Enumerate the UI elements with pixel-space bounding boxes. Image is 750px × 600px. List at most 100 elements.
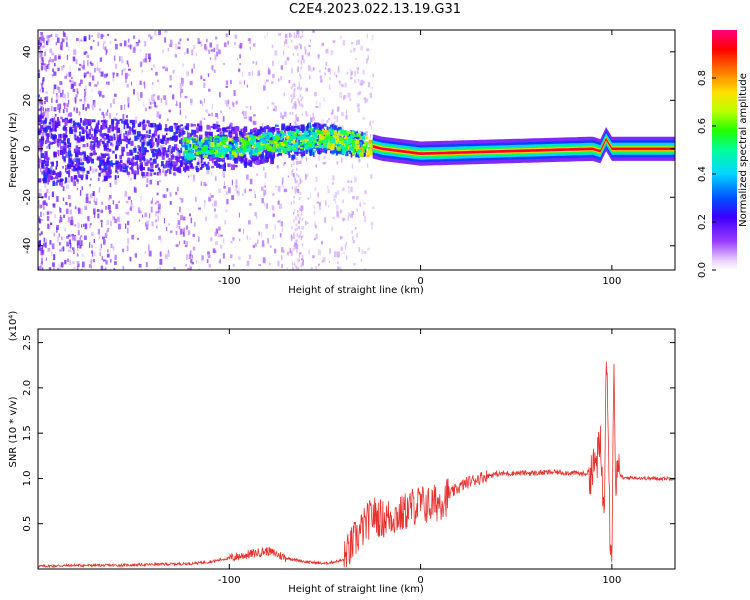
noise-cell [332,182,334,185]
noise-cell [341,157,343,163]
band-cell [177,125,181,128]
band-cell [166,137,170,141]
noise-cell [74,158,76,162]
ridge-blob [332,135,336,138]
noise-cell [356,208,358,212]
noise-cell [215,228,219,234]
band-cell [86,143,89,147]
noise-cell [72,158,74,165]
ridge-blob [323,135,327,141]
noise-cell [84,223,88,230]
colorbar-ticks: 0.00.20.40.60.8 [697,70,716,278]
ridge-blob [342,149,347,155]
noise-cell [110,103,112,108]
band-cell [94,132,97,137]
noise-cell [372,120,375,124]
noise-cell [352,236,354,241]
noise-cell [86,54,90,58]
noise-cell [148,98,150,103]
ridge-blob [184,145,188,150]
noise-cell [40,101,43,105]
noise-cell [186,254,189,260]
noise-cell [351,230,353,234]
noise-cell [93,212,96,218]
noise-cell [356,40,358,46]
band-cell [231,129,236,135]
noise-cell [189,265,191,270]
noise-cell [225,33,229,37]
band-cell [141,171,145,176]
noise-cell [264,182,266,187]
noise-cell [290,33,293,37]
noise-cell [100,265,104,270]
noise-cell [211,112,214,117]
noise-cell [51,243,55,250]
ridge-blob [228,138,233,142]
noise-cell [204,199,206,204]
noise-cell [109,210,111,214]
ridge-blob [228,149,232,153]
noise-cell [145,224,149,230]
band-cell [146,130,148,134]
ridge-blob [339,145,345,150]
noise-cell [307,197,310,200]
noise-cell [271,205,275,211]
band-cell [141,134,146,138]
noise-cell [65,151,68,158]
noise-cell [286,251,289,256]
ridge-blob [195,154,199,157]
noise-cell [321,240,323,245]
noise-cell [269,262,271,266]
band-cell [180,147,183,153]
noise-cell [293,219,295,223]
band-cell [121,119,123,124]
noise-cell [118,200,120,204]
ridge-blob [245,148,251,153]
band-cell [315,148,319,151]
ridge-blob [204,147,207,153]
band-cell [80,135,84,138]
noise-cell [58,107,61,113]
band-cell [172,165,177,171]
noise-cell [294,179,297,183]
noise-cell [107,227,110,232]
noise-cell [75,205,77,210]
band-cell [102,168,106,173]
noise-cell [230,79,232,85]
noise-cell [318,156,320,161]
noise-cell [337,215,340,219]
noise-cell [38,215,40,219]
noise-cell [62,165,64,169]
noise-cell [345,255,348,260]
noise-cell [97,213,100,219]
noise-cell [147,53,151,60]
ridge-blob [337,143,342,146]
noise-cell [283,92,285,97]
ridge-blob [184,150,189,154]
colorbar-tick-label: 0.0 [697,262,708,278]
snr-y-ticks: 0.51.01.52.02.5 [22,335,675,532]
band-cell [197,123,200,127]
noise-cell [300,235,302,240]
noise-cell [177,46,181,50]
noise-cell [294,242,298,245]
band-cell [210,125,214,128]
band-cell [60,145,63,150]
noise-cell [80,79,83,84]
ridge-blob [303,130,309,136]
noise-cell [102,114,105,119]
noise-cell [138,219,140,222]
noise-cell [66,107,68,113]
noise-cell [333,198,336,201]
ridge-blob [286,142,289,146]
band-cell [119,160,123,164]
band-cell [180,124,183,127]
band-cell [177,166,181,173]
band-cell [129,119,133,124]
noise-cell [335,201,337,204]
noise-cell [102,43,104,50]
noise-cell [45,140,48,145]
noise-cell [83,60,85,67]
noise-cell [195,196,197,202]
